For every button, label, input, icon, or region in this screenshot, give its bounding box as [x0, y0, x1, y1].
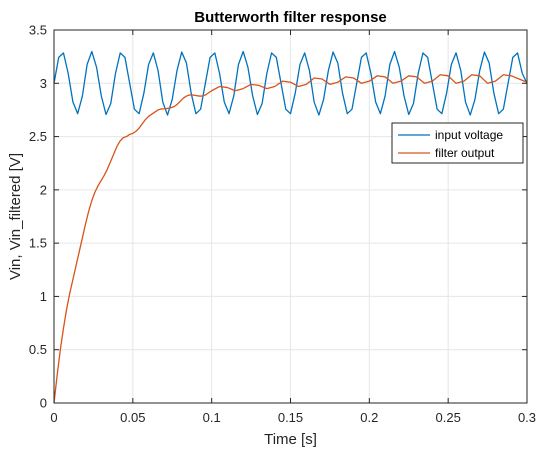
y-tick-label: 0.5: [29, 342, 47, 357]
x-tick-label: 0: [50, 410, 57, 425]
y-tick-label: 2.5: [29, 129, 47, 144]
y-tick-label: 1.5: [29, 236, 47, 251]
x-tick-label: 0.25: [436, 410, 461, 425]
axis-ticks: 0 0.05 0.1 0.15 0.2 0.25 0.3 0 0.5 1 1.5 2 2.5 3 3.5: [29, 23, 536, 426]
y-tick-label: 2: [40, 182, 47, 197]
legend-label: filter output: [435, 146, 495, 160]
series-line-input-voltage: [53, 50, 528, 116]
y-tick-label: 0: [40, 396, 47, 411]
x-tick-label: 0.05: [120, 410, 145, 425]
series-line-filter-output: [53, 74, 528, 404]
x-tick-label: 0.2: [360, 410, 378, 425]
chart-title: Butterworth filter response: [194, 9, 387, 26]
x-axis-title: Time [s]: [264, 431, 317, 448]
x-tick-label: 0.15: [278, 410, 303, 425]
x-tick-label: 0.3: [518, 410, 536, 425]
series-lines: [53, 50, 528, 404]
legend-label: input voltage: [435, 128, 503, 142]
legend-box: [391, 122, 524, 164]
y-tick-label: 3: [40, 76, 47, 91]
y-axis-title: Vin, Vin_filtered [V]: [7, 153, 24, 280]
x-tick-label: 0.1: [203, 410, 221, 425]
y-tick-label: 3.5: [29, 23, 47, 38]
y-tick-label: 1: [40, 289, 47, 304]
legend: input voltage filter output: [391, 122, 524, 164]
